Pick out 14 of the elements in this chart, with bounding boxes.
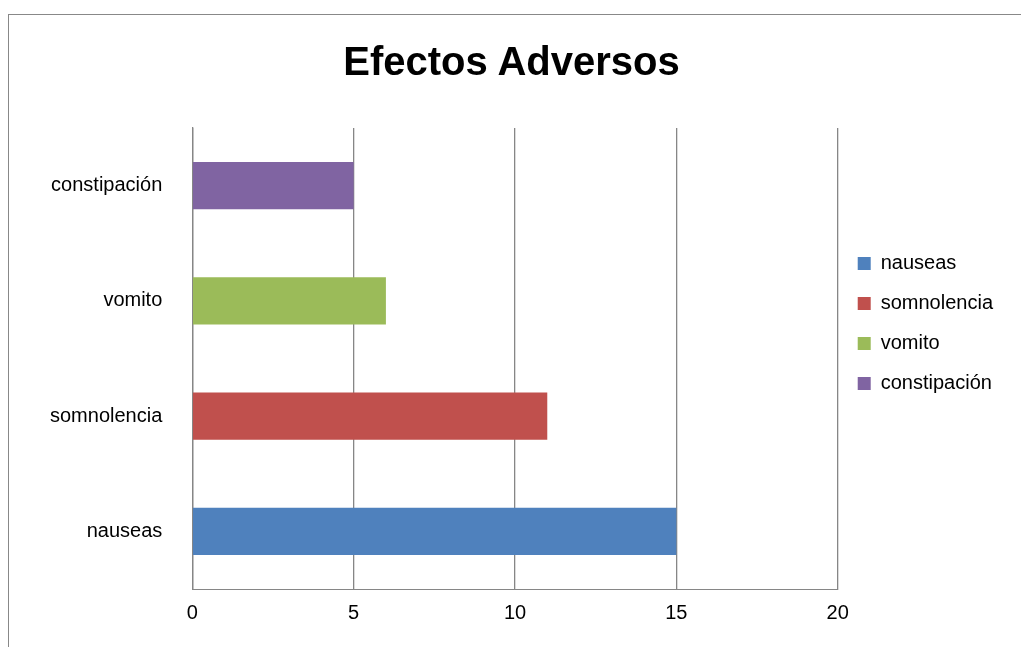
x-tick-label: 20 xyxy=(826,600,849,623)
y-tick-label: nauseas xyxy=(86,518,163,541)
y-tick-label: vomito xyxy=(103,288,163,311)
y-tick-label: somnolencia xyxy=(49,403,164,426)
chart-title: Efectos Adversos xyxy=(343,39,680,84)
legend-label: vomito xyxy=(880,331,940,354)
legend-label: constipación xyxy=(880,371,992,394)
x-tick-label: 0 xyxy=(186,600,198,623)
x-tick-label: 15 xyxy=(665,600,688,623)
legend-label: somnolencia xyxy=(880,291,994,314)
x-tick-label: 10 xyxy=(503,600,527,623)
x-tick-label: 5 xyxy=(348,600,360,623)
legend-label: nauseas xyxy=(880,251,957,274)
y-tick-label: constipación xyxy=(51,173,163,196)
